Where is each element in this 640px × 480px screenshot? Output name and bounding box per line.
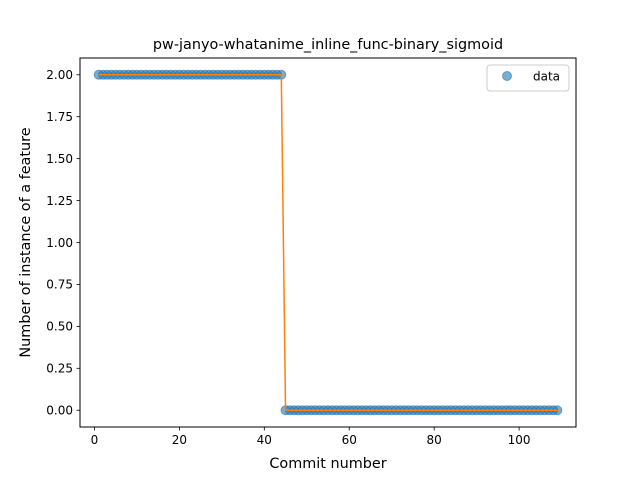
- x-tick-label: 60: [342, 433, 357, 447]
- x-axis-label: Commit number: [269, 456, 386, 472]
- y-axis-label: Number of instance of a feature: [18, 127, 34, 357]
- x-axis-ticks: 0 20 40 60 80 100: [91, 427, 531, 447]
- plot-area: [93, 69, 563, 416]
- y-tick-label: 0.50: [46, 320, 73, 334]
- x-tick-label: 40: [257, 433, 272, 447]
- y-tick-label: 1.75: [46, 110, 73, 124]
- y-tick-label: 0.75: [46, 278, 73, 292]
- legend: data: [486, 64, 570, 92]
- y-tick-label: 2.00: [46, 68, 73, 82]
- y-tick-label: 0.25: [46, 362, 73, 376]
- legend-label-data: data: [533, 70, 560, 84]
- chart-title: pw-janyo-whatanime_inline_func-binary_si…: [153, 37, 503, 53]
- y-tick-label: 0.00: [46, 404, 73, 418]
- y-tick-label: 1.25: [46, 194, 73, 208]
- x-tick-label: 0: [91, 433, 99, 447]
- y-tick-label: 1.50: [46, 152, 73, 166]
- y-axis-ticks: 0.00 0.25 0.50 0.75 1.00 1.25 1.50 1.75 2.00: [46, 68, 80, 418]
- x-tick-label: 20: [172, 433, 187, 447]
- fit-line: [98, 74, 558, 411]
- x-tick-label: 100: [508, 433, 531, 447]
- x-tick-label: 80: [427, 433, 442, 447]
- axes-frame: [79, 57, 577, 428]
- legend-marker-data: [502, 71, 512, 81]
- y-tick-label: 1.00: [46, 236, 73, 250]
